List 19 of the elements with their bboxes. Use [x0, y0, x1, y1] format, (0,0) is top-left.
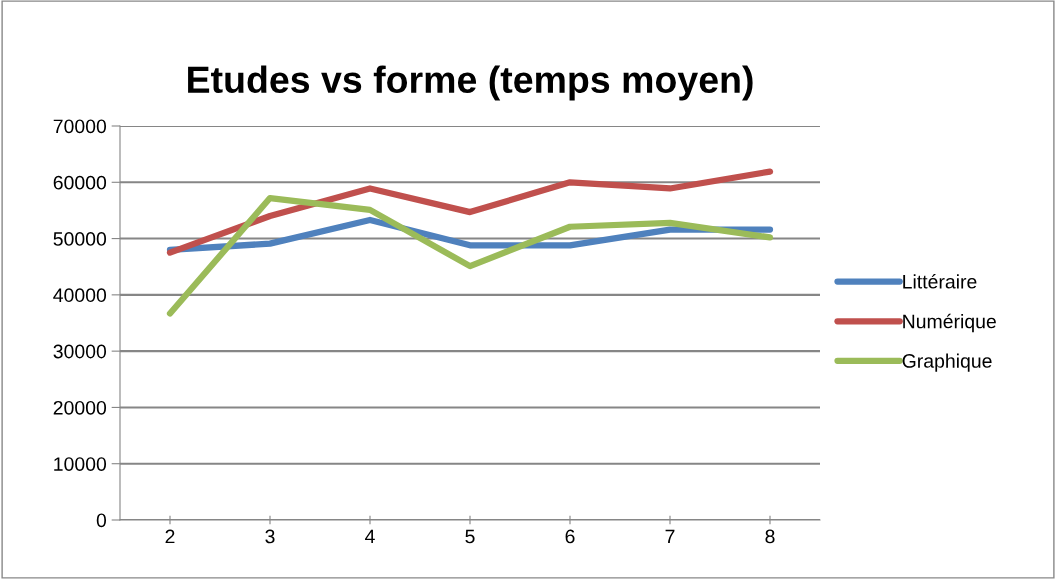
- y-tick-label: 0: [96, 513, 107, 528]
- x-tick-label: 3: [265, 529, 275, 544]
- legend-label: Littéraire: [903, 274, 977, 289]
- legend-label: Numérique: [903, 313, 996, 333]
- y-tick-label: 70000: [53, 119, 107, 134]
- x-tick-label: 2: [165, 529, 175, 544]
- x-tick-label: 4: [365, 529, 375, 544]
- x-tick-label: 5: [465, 529, 475, 544]
- x-tick-label: 7: [665, 529, 675, 544]
- legend-label: Graphique: [902, 353, 992, 372]
- y-tick-label: 40000: [53, 288, 107, 303]
- y-tick-label: 10000: [54, 457, 107, 471]
- y-tick-label: 20000: [53, 400, 107, 415]
- chart-title: Etudes vs forme (temps moyen): [188, 65, 753, 101]
- y-tick-label: 50000: [53, 232, 107, 246]
- y-tick-label: 30000: [53, 344, 107, 359]
- x-tick-label: 8: [765, 529, 775, 544]
- x-tick-label: 6: [565, 529, 575, 544]
- y-tick-label: 60000: [53, 175, 107, 190]
